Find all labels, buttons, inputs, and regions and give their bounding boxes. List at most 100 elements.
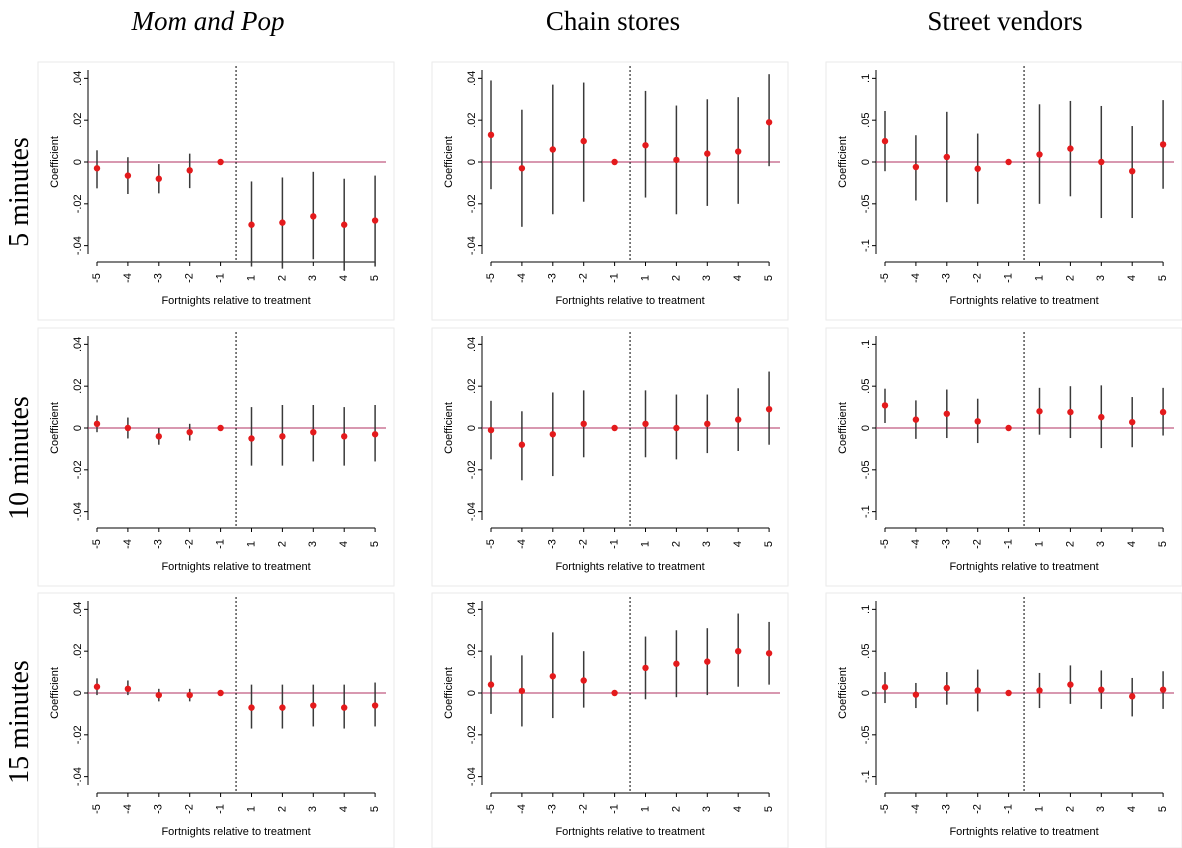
x-tick-label: 5 — [1157, 541, 1169, 547]
point-estimate — [549, 673, 556, 680]
point-estimate — [642, 142, 649, 149]
y-tick-label: -.04 — [72, 236, 84, 255]
point-estimate — [1129, 418, 1136, 426]
x-tick-label: -4 — [122, 804, 134, 814]
x-tick-label: 3 — [1095, 275, 1107, 281]
x-tick-label: 4 — [732, 541, 744, 547]
point-estimate — [765, 119, 773, 126]
point-estimate — [580, 420, 587, 428]
x-tick-label: -3 — [941, 539, 953, 549]
point-estimate — [310, 702, 317, 709]
x-tick-label: -1 — [609, 804, 621, 814]
point-estimate — [124, 172, 132, 179]
x-tick-label: 4 — [1126, 806, 1138, 812]
x-tick-label: -5 — [879, 804, 891, 814]
x-axis-label: Fortnights relative to treatment — [161, 561, 310, 573]
point-estimate — [371, 702, 379, 709]
y-tick-label: -.02 — [72, 194, 84, 213]
x-tick-label: -4 — [122, 539, 134, 549]
point-estimate — [93, 420, 101, 428]
y-tick-label: 0 — [72, 425, 84, 431]
point-estimate — [765, 650, 773, 657]
x-tick-label: -2 — [184, 539, 196, 549]
column-title: Mom and Pop — [131, 6, 285, 36]
x-axis-label: Fortnights relative to treatment — [555, 826, 704, 838]
x-tick-label: -4 — [516, 804, 528, 814]
x-tick-label: -4 — [516, 273, 528, 283]
x-tick-label: -3 — [547, 804, 559, 814]
x-tick-label: -2 — [972, 804, 984, 814]
x-axis-label: Fortnights relative to treatment — [161, 295, 310, 307]
x-tick-label: -5 — [485, 539, 497, 549]
y-tick-label: .05 — [860, 644, 872, 659]
x-tick-label: 1 — [245, 275, 257, 281]
y-tick-label: -.05 — [860, 194, 872, 213]
panel-background — [825, 592, 1182, 848]
x-tick-label: -2 — [578, 273, 590, 283]
point-estimate — [704, 150, 711, 157]
y-tick-label: .04 — [466, 337, 478, 352]
x-tick-label: 4 — [1126, 275, 1138, 281]
y-tick-label: -.04 — [466, 767, 478, 786]
point-estimate — [341, 704, 348, 711]
y-tick-label: 0 — [860, 425, 872, 431]
x-tick-label: 3 — [701, 275, 713, 281]
y-tick-label: .04 — [466, 71, 478, 86]
point-estimate — [217, 689, 224, 697]
y-tick-label: -.02 — [72, 725, 84, 744]
point-estimate — [974, 165, 981, 172]
point-estimate — [1098, 686, 1105, 693]
x-tick-label: -3 — [941, 273, 953, 283]
point-estimate — [279, 219, 286, 226]
y-tick-label: .04 — [466, 602, 478, 617]
x-tick-label: -1 — [215, 273, 227, 283]
point-estimate — [155, 433, 162, 440]
y-tick-label: -.02 — [466, 194, 478, 213]
point-estimate — [549, 431, 556, 438]
x-tick-label: 5 — [369, 806, 381, 812]
panel-background — [825, 61, 1182, 321]
x-tick-label: -1 — [1003, 804, 1015, 814]
point-estimate — [186, 691, 193, 699]
point-estimate — [487, 426, 495, 434]
x-tick-label: 1 — [639, 806, 651, 812]
point-estimate — [912, 163, 920, 171]
x-axis-label: Fortnights relative to treatment — [555, 295, 704, 307]
x-tick-label: -5 — [91, 273, 103, 283]
point-estimate — [248, 704, 255, 711]
x-tick-label: 3 — [307, 275, 319, 281]
y-axis-label: Coefficient — [837, 667, 849, 719]
y-tick-label: .05 — [860, 113, 872, 128]
x-tick-label: 3 — [701, 806, 713, 812]
point-estimate — [518, 687, 526, 695]
y-tick-label: -.04 — [72, 767, 84, 786]
point-estimate — [518, 165, 526, 172]
x-tick-label: 1 — [639, 541, 651, 547]
y-tick-label: 0 — [72, 159, 84, 165]
point-estimate — [1067, 145, 1074, 152]
x-tick-label: 3 — [1095, 541, 1107, 547]
x-tick-label: -2 — [972, 539, 984, 549]
x-tick-label: 4 — [732, 806, 744, 812]
y-axis-label: Coefficient — [49, 667, 61, 719]
x-tick-label: 1 — [245, 806, 257, 812]
y-tick-label: -.02 — [72, 460, 84, 479]
point-estimate — [248, 221, 255, 228]
x-axis-label: Fortnights relative to treatment — [555, 561, 704, 573]
point-estimate — [487, 131, 495, 139]
y-tick-label: .05 — [860, 379, 872, 394]
point-estimate — [1005, 689, 1012, 697]
point-estimate — [186, 428, 193, 436]
x-tick-label: -5 — [879, 539, 891, 549]
x-axis-label: Fortnights relative to treatment — [949, 826, 1098, 838]
x-tick-label: 3 — [1095, 806, 1107, 812]
x-tick-label: -4 — [910, 539, 922, 549]
x-tick-label: 2 — [276, 541, 288, 547]
point-estimate — [518, 441, 526, 448]
y-tick-label: -.1 — [860, 505, 872, 518]
point-estimate — [1036, 408, 1043, 415]
y-tick-label: -.04 — [466, 502, 478, 521]
point-estimate — [1005, 424, 1012, 432]
point-estimate — [155, 175, 162, 182]
panel-background — [37, 592, 395, 848]
